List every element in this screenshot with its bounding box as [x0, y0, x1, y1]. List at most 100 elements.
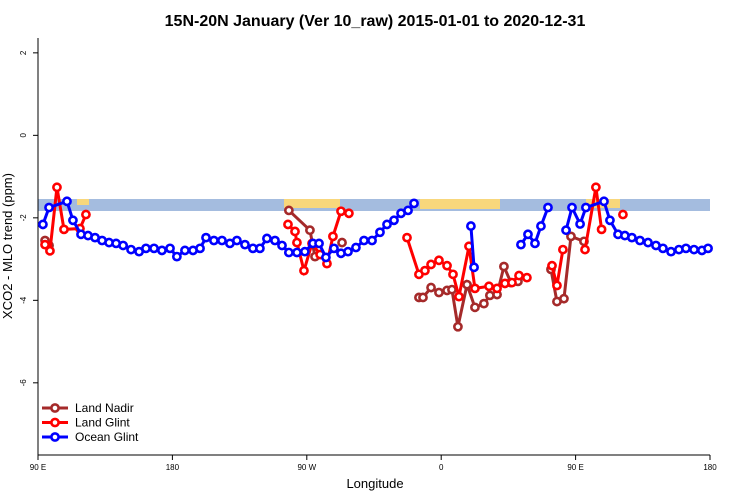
- y-axis-label: XCO2 - MLO trend (ppm): [0, 173, 15, 319]
- data-point: [314, 238, 324, 249]
- series-line: [41, 199, 709, 268]
- data-point: [240, 239, 250, 250]
- data-point: [454, 291, 464, 302]
- data-point: [62, 196, 72, 207]
- data-point: [580, 244, 590, 255]
- data-point: [643, 237, 653, 248]
- data-point: [581, 202, 591, 213]
- chart-title: 15N-20N January (Ver 10_raw) 2015-01-01 …: [165, 13, 586, 30]
- ocean-band: [38, 199, 710, 211]
- data-point: [375, 227, 385, 238]
- data-point: [514, 270, 524, 281]
- data-point: [329, 243, 339, 254]
- data-point: [479, 298, 489, 309]
- data-point: [466, 221, 476, 231]
- data-point: [448, 269, 458, 280]
- x-tick-label: 180: [703, 463, 717, 472]
- data-point: [409, 198, 419, 209]
- data-point: [262, 233, 272, 244]
- data-point: [453, 321, 463, 332]
- data-point: [591, 182, 601, 193]
- data-point: [703, 243, 713, 254]
- data-point: [389, 215, 399, 226]
- data-point: [547, 260, 557, 271]
- data-point: [402, 232, 412, 243]
- data-point: [462, 279, 472, 290]
- y-tick-label: 2: [19, 50, 28, 55]
- data-point: [59, 224, 69, 235]
- data-point: [575, 219, 585, 229]
- data-point: [292, 247, 302, 258]
- data-point: [38, 219, 48, 230]
- data-point: [605, 215, 615, 226]
- data-point: [499, 261, 509, 272]
- data-point: [543, 202, 553, 213]
- data-point: [382, 219, 392, 230]
- y-tick-label: -4: [19, 296, 28, 304]
- data-point: [292, 237, 302, 248]
- data-point: [447, 284, 457, 295]
- data-point: [426, 282, 436, 293]
- data-point: [523, 229, 533, 240]
- data-point: [681, 243, 691, 254]
- x-axis-label: Longitude: [346, 476, 403, 491]
- data-point: [469, 262, 479, 273]
- data-point: [658, 243, 668, 254]
- data-point: [558, 244, 568, 255]
- data-point: [321, 252, 331, 263]
- legend-marker: [50, 432, 60, 442]
- data-point: [559, 293, 569, 304]
- legend-label: Land Glint: [75, 416, 130, 430]
- data-point: [420, 265, 430, 276]
- data-point: [299, 246, 310, 257]
- data-point: [283, 219, 293, 230]
- data-point: [507, 277, 517, 288]
- data-point: [635, 235, 645, 246]
- data-point: [299, 265, 309, 276]
- data-point: [343, 246, 353, 257]
- data-point: [626, 232, 637, 243]
- data-point: [328, 231, 338, 242]
- y-tick-label: -6: [19, 379, 28, 387]
- data-point: [305, 225, 315, 236]
- data-point: [689, 244, 699, 255]
- data-point: [530, 238, 540, 249]
- data-point: [367, 235, 377, 246]
- y-tick-label: 0: [19, 133, 28, 138]
- data-point: [283, 247, 294, 258]
- data-point: [434, 287, 444, 298]
- x-tick-label: 90 E: [30, 463, 46, 472]
- data-point: [596, 224, 607, 235]
- data-point: [536, 221, 546, 231]
- data-point: [149, 243, 159, 254]
- legend-marker: [50, 403, 60, 413]
- legend-marker: [50, 417, 60, 428]
- data-point: [516, 239, 526, 250]
- mask-band: [38, 199, 710, 211]
- data-point: [171, 251, 182, 262]
- data-point: [195, 243, 205, 254]
- data-point: [283, 205, 294, 216]
- legend-label: Land Nadir: [75, 401, 134, 415]
- data-point: [270, 235, 280, 246]
- data-point: [351, 242, 361, 253]
- data-point: [522, 272, 532, 283]
- data-point: [255, 243, 265, 254]
- data-point: [434, 255, 444, 266]
- data-point: [492, 283, 502, 294]
- data-point: [157, 245, 167, 256]
- data-point: [68, 215, 78, 226]
- data-point: [618, 209, 628, 220]
- data-point: [165, 243, 175, 254]
- data-point: [344, 208, 354, 219]
- data-point: [45, 245, 55, 256]
- x-tick-label: 90 W: [297, 463, 316, 472]
- land-band: [284, 199, 340, 208]
- data-point: [567, 202, 577, 213]
- data-point: [141, 243, 151, 254]
- data-point: [666, 246, 676, 257]
- data-point: [290, 226, 300, 237]
- data-point: [337, 237, 347, 248]
- y-tick-label: -2: [19, 214, 28, 222]
